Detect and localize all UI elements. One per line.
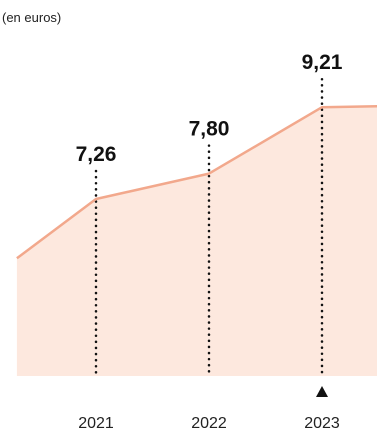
x-tick-2022: 2022 bbox=[191, 415, 227, 432]
x-tick-2021: 2021 bbox=[78, 415, 114, 432]
data-label-2023: 9,21 bbox=[302, 51, 343, 74]
series-line bbox=[16, 104, 377, 260]
unit-note: (en euros) bbox=[2, 10, 61, 25]
data-label-2021: 7,26 bbox=[76, 143, 117, 166]
up-triangle-icon bbox=[316, 386, 328, 397]
area-fill bbox=[16, 106, 377, 376]
x-tick-2023: 2023 bbox=[304, 415, 340, 432]
data-label-2022: 7,80 bbox=[189, 118, 230, 141]
